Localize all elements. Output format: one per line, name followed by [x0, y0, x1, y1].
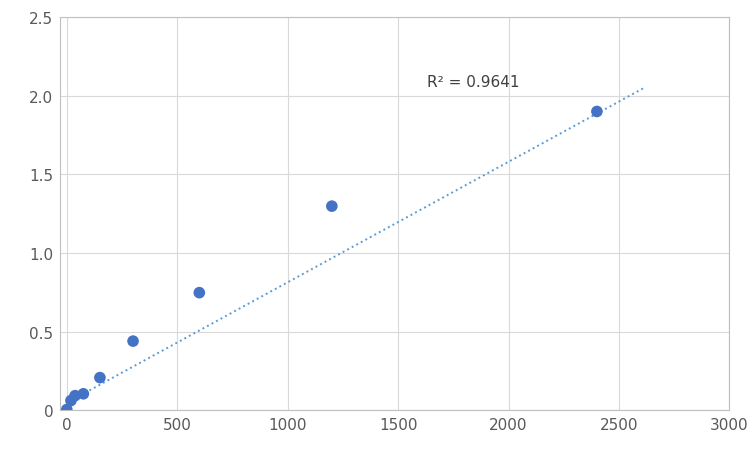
Point — [77, 390, 89, 397]
Point — [69, 392, 81, 400]
Point — [326, 203, 338, 210]
Point — [193, 290, 205, 297]
Point — [94, 374, 106, 382]
Point — [65, 397, 77, 404]
Point — [127, 338, 139, 345]
Text: R² = 0.9641: R² = 0.9641 — [427, 74, 520, 89]
Point — [591, 109, 603, 116]
Point — [61, 406, 73, 413]
